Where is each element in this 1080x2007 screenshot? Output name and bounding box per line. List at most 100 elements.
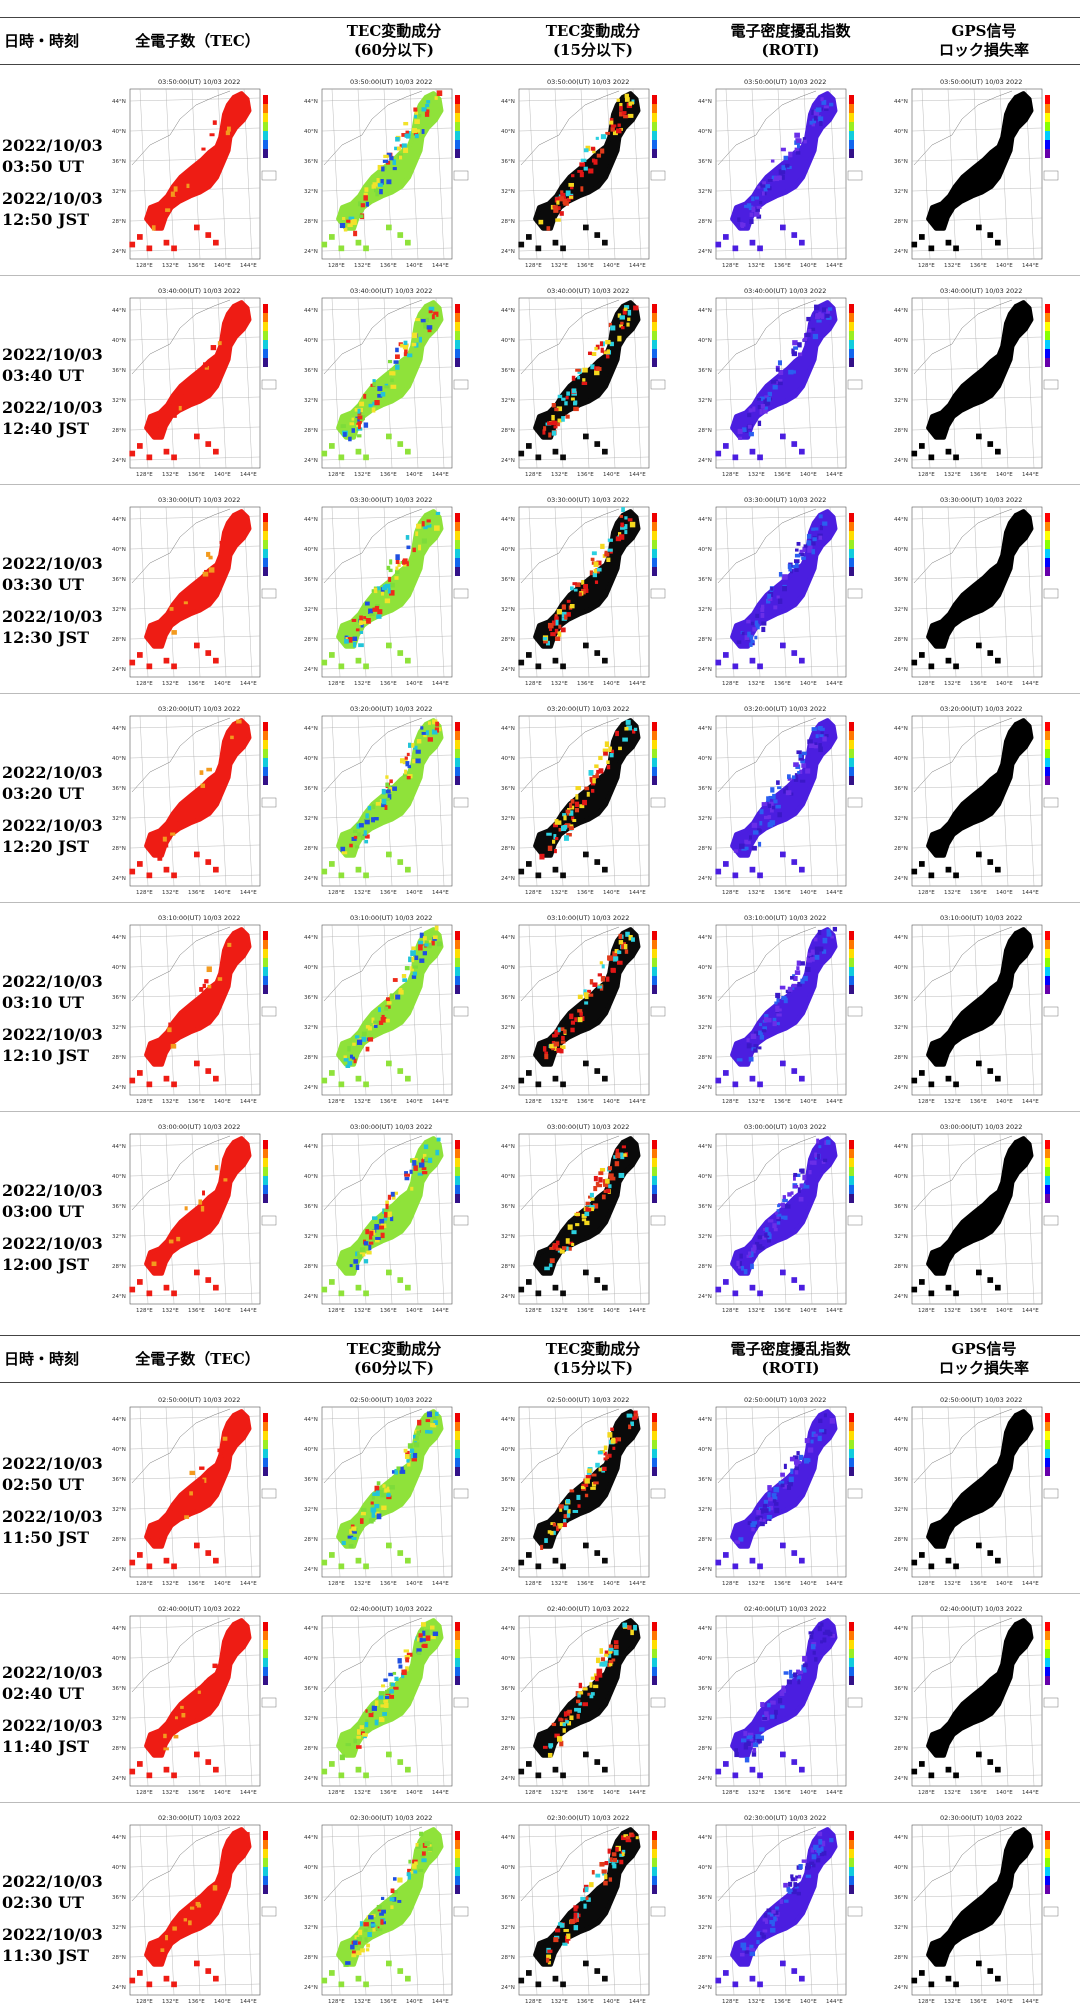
svg-text:136°E: 136°E <box>577 890 594 896</box>
svg-text:140°E: 140°E <box>214 1099 231 1105</box>
jst-date: 2022/10/03 <box>2 1025 103 1044</box>
svg-text:36°N: 36°N <box>698 995 712 1001</box>
svg-text:128°E: 128°E <box>525 1999 542 2005</box>
row-datetime-label: 2022/10/03 03:10 UT 2022/10/03 12:10 JST <box>0 971 103 1091</box>
svg-text:44°N: 44°N <box>501 1144 515 1150</box>
svg-text:40°N: 40°N <box>304 1656 318 1662</box>
map-roti: 03:30:00(UT) 10/03 2022 44°N 40°N 36°N 32°N 2… <box>696 493 871 689</box>
svg-text:40°N: 40°N <box>112 129 126 135</box>
map-tec60: 02:40:00(UT) 10/03 2022 44°N 40°N 36°N 32°N 2… <box>302 1602 477 1798</box>
svg-text:144°E: 144°E <box>432 1308 449 1314</box>
row-datetime-label: 2022/10/03 02:40 UT 2022/10/03 11:40 JST <box>0 1662 103 1782</box>
svg-text:40°N: 40°N <box>304 129 318 135</box>
map-title: 03:10:00(UT) 10/03 2022 <box>350 914 432 922</box>
svg-text:32°N: 32°N <box>304 1925 318 1931</box>
map-title: 03:30:00(UT) 10/03 2022 <box>350 496 432 504</box>
svg-text:128°E: 128°E <box>328 890 345 896</box>
svg-text:128°E: 128°E <box>136 472 153 478</box>
svg-text:132°E: 132°E <box>748 263 765 269</box>
svg-text:40°N: 40°N <box>501 338 515 344</box>
map-lock-image: 03:00:00(UT) 10/03 2022 44°N 40°N 36°N 32°N 2… <box>894 1123 1059 1314</box>
svg-text:144°E: 144°E <box>432 1790 449 1796</box>
svg-text:40°N: 40°N <box>112 756 126 762</box>
svg-text:136°E: 136°E <box>577 1999 594 2005</box>
svg-text:40°N: 40°N <box>698 129 712 135</box>
svg-text:140°E: 140°E <box>996 472 1013 478</box>
svg-text:44°N: 44°N <box>304 1835 318 1841</box>
svg-text:36°N: 36°N <box>894 1477 908 1483</box>
svg-text:44°N: 44°N <box>698 1417 712 1423</box>
svg-text:40°N: 40°N <box>894 1174 908 1180</box>
svg-text:136°E: 136°E <box>188 1581 205 1587</box>
svg-text:44°N: 44°N <box>698 726 712 732</box>
svg-text:136°E: 136°E <box>970 1099 987 1105</box>
ut-time: 02:40 UT <box>2 1684 84 1703</box>
jst-date: 2022/10/03 <box>2 398 103 417</box>
svg-text:132°E: 132°E <box>748 1099 765 1105</box>
svg-text:128°E: 128°E <box>525 1581 542 1587</box>
svg-text:24°N: 24°N <box>112 1085 126 1091</box>
header-col1: 全電子数（TEC） <box>135 1349 260 1368</box>
map-tec15-image: 02:40:00(UT) 10/03 2022 44°N 40°N 36°N 32°N 2… <box>501 1605 666 1796</box>
svg-text:28°N: 28°N <box>501 1537 515 1543</box>
svg-text:32°N: 32°N <box>698 816 712 822</box>
svg-text:28°N: 28°N <box>304 1055 318 1061</box>
svg-text:132°E: 132°E <box>162 1790 179 1796</box>
svg-text:144°E: 144°E <box>1022 890 1039 896</box>
svg-text:44°N: 44°N <box>894 1835 908 1841</box>
svg-text:24°N: 24°N <box>894 1985 908 1991</box>
svg-text:44°N: 44°N <box>894 935 908 941</box>
svg-text:128°E: 128°E <box>918 890 935 896</box>
svg-text:28°N: 28°N <box>112 637 126 643</box>
header-col3-line: (15分以下) <box>552 1359 634 1377</box>
svg-text:36°N: 36°N <box>894 159 908 165</box>
svg-text:28°N: 28°N <box>894 1055 908 1061</box>
row-divider <box>0 693 1080 694</box>
map-tec15: 03:50:00(UT) 10/03 2022 44°N 40°N 36°N 32°N 2… <box>499 75 674 271</box>
row-divider <box>0 1111 1080 1112</box>
svg-text:132°E: 132°E <box>354 681 371 687</box>
svg-text:28°N: 28°N <box>304 637 318 643</box>
svg-text:136°E: 136°E <box>970 1790 987 1796</box>
svg-text:44°N: 44°N <box>304 1144 318 1150</box>
svg-text:144°E: 144°E <box>432 681 449 687</box>
svg-text:44°N: 44°N <box>698 308 712 314</box>
svg-text:128°E: 128°E <box>722 681 739 687</box>
svg-text:36°N: 36°N <box>304 1477 318 1483</box>
svg-text:136°E: 136°E <box>774 1790 791 1796</box>
map-tec60: 03:30:00(UT) 10/03 2022 44°N 40°N 36°N 32°N 2… <box>302 493 477 689</box>
map-title: 02:40:00(UT) 10/03 2022 <box>547 1605 629 1613</box>
svg-text:32°N: 32°N <box>112 607 126 613</box>
svg-text:128°E: 128°E <box>525 263 542 269</box>
svg-text:28°N: 28°N <box>501 1746 515 1752</box>
svg-text:28°N: 28°N <box>501 846 515 852</box>
svg-text:140°E: 140°E <box>603 263 620 269</box>
row-datetime-label: 2022/10/03 02:50 UT 2022/10/03 11:50 JST <box>0 1453 103 1573</box>
svg-text:24°N: 24°N <box>894 1567 908 1573</box>
map-lock-image: 02:40:00(UT) 10/03 2022 44°N 40°N 36°N 32°N 2… <box>894 1605 1059 1796</box>
svg-text:24°N: 24°N <box>698 876 712 882</box>
svg-text:132°E: 132°E <box>944 263 961 269</box>
svg-text:128°E: 128°E <box>328 681 345 687</box>
svg-text:24°N: 24°N <box>501 876 515 882</box>
svg-text:132°E: 132°E <box>162 681 179 687</box>
map-roti: 03:10:00(UT) 10/03 2022 44°N 40°N 36°N 32°N 2… <box>696 911 871 1107</box>
svg-text:28°N: 28°N <box>894 428 908 434</box>
svg-text:40°N: 40°N <box>698 1656 712 1662</box>
svg-text:32°N: 32°N <box>698 1234 712 1240</box>
svg-text:132°E: 132°E <box>354 890 371 896</box>
svg-text:140°E: 140°E <box>406 681 423 687</box>
svg-text:32°N: 32°N <box>698 1025 712 1031</box>
map-tec15-image: 03:20:00(UT) 10/03 2022 44°N 40°N 36°N 32°N 2… <box>501 705 666 896</box>
svg-text:128°E: 128°E <box>136 890 153 896</box>
svg-text:128°E: 128°E <box>136 1099 153 1105</box>
svg-text:136°E: 136°E <box>774 472 791 478</box>
map-title: 03:50:00(UT) 10/03 2022 <box>940 78 1022 86</box>
svg-text:44°N: 44°N <box>894 1144 908 1150</box>
svg-text:132°E: 132°E <box>162 890 179 896</box>
svg-text:40°N: 40°N <box>501 965 515 971</box>
svg-text:140°E: 140°E <box>406 1790 423 1796</box>
svg-text:132°E: 132°E <box>354 1999 371 2005</box>
map-lock: 03:00:00(UT) 10/03 2022 44°N 40°N 36°N 32°N 2… <box>892 1120 1067 1316</box>
svg-text:36°N: 36°N <box>112 1204 126 1210</box>
